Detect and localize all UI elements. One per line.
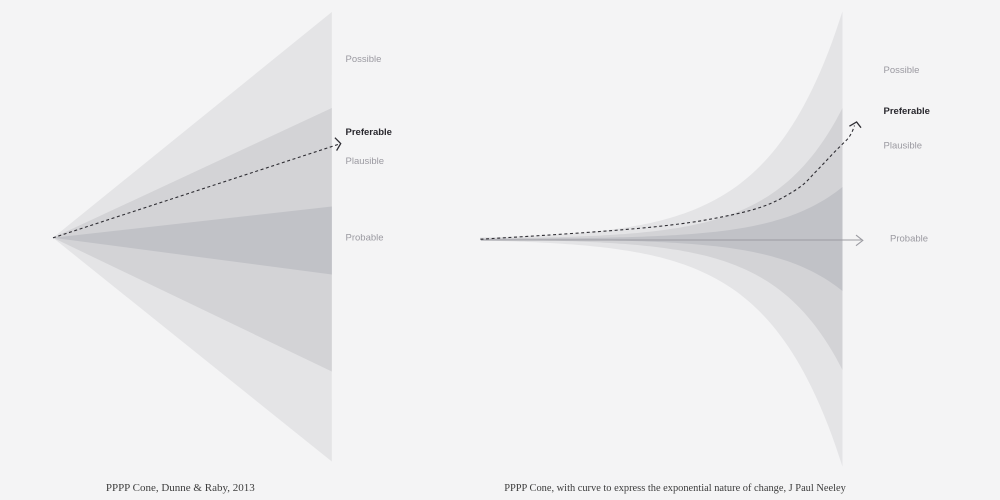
svg-text:Plausible: Plausible [346,156,385,167]
svg-text:Preferable: Preferable [884,106,930,117]
svg-text:Probable: Probable [346,232,384,243]
svg-text:Plausible: Plausible [884,140,923,151]
svg-text:Possible: Possible [346,54,382,65]
svg-text:Preferable: Preferable [346,127,392,138]
svg-text:Possible: Possible [884,65,920,76]
svg-text:PPPP Cone, with curve to expre: PPPP Cone, with curve to express the exp… [504,483,846,494]
svg-text:PPPP Cone, Dunne & Raby, 2013: PPPP Cone, Dunne & Raby, 2013 [106,482,255,494]
svg-text:Probable: Probable [890,234,928,245]
